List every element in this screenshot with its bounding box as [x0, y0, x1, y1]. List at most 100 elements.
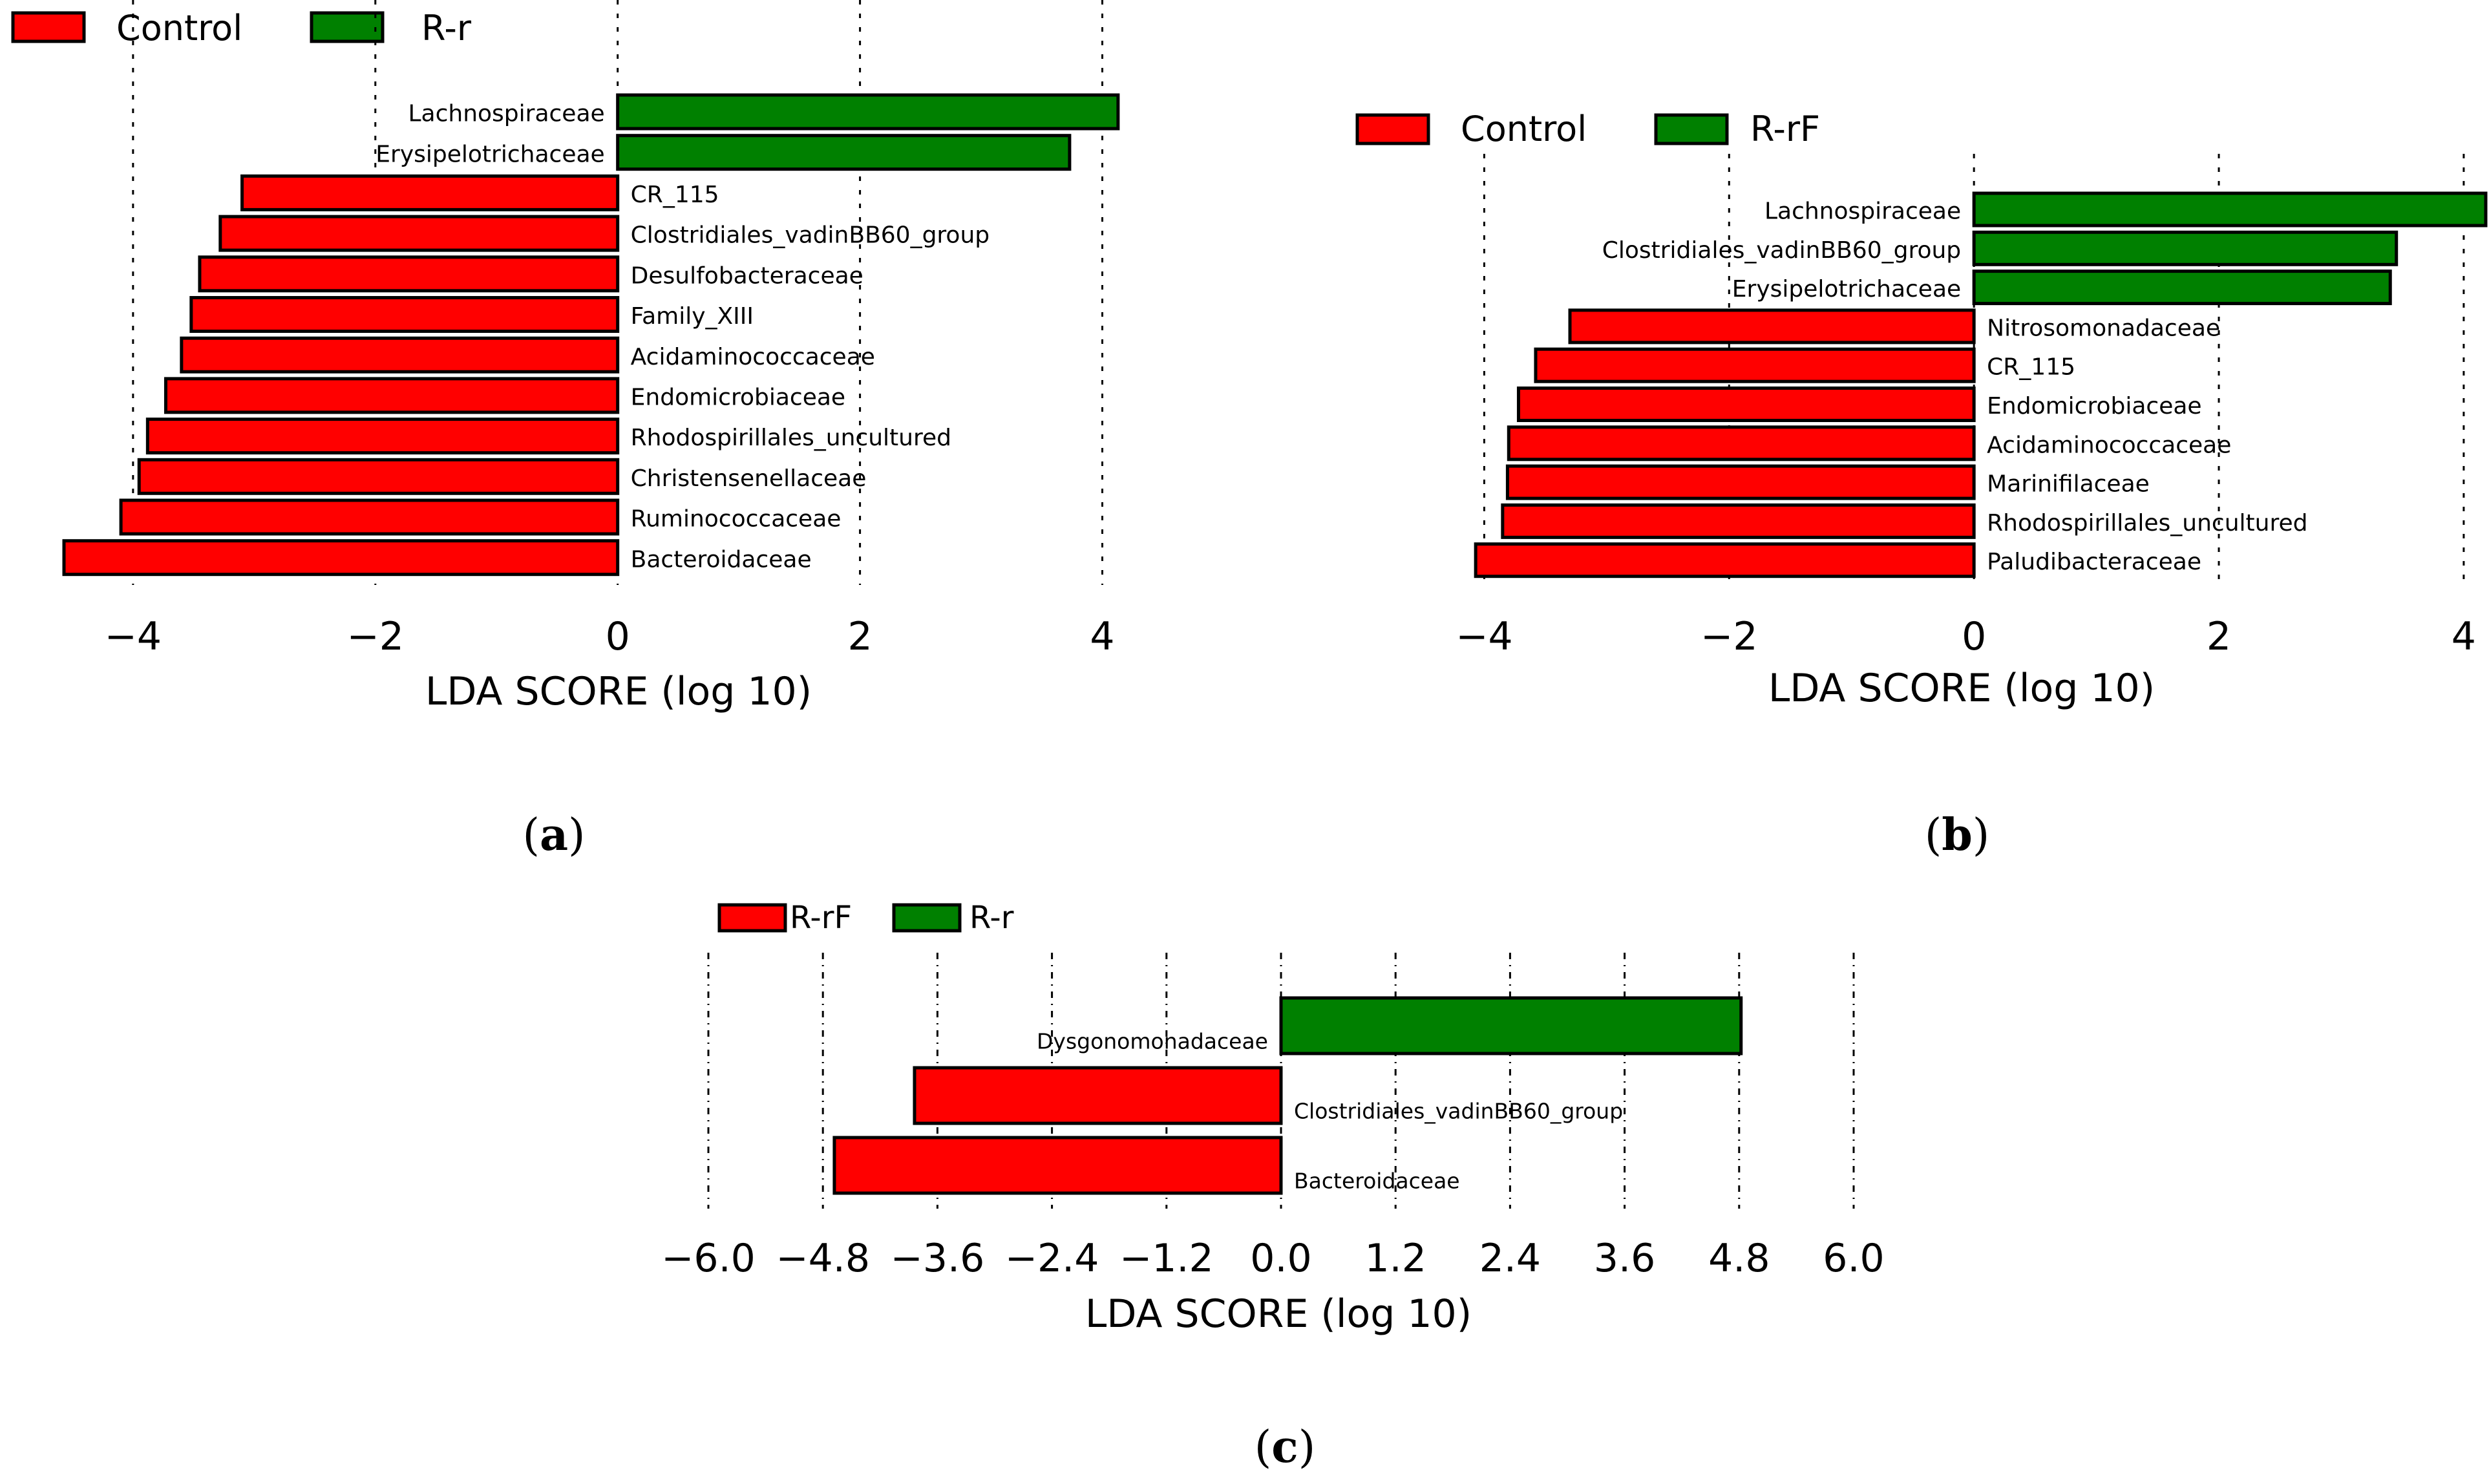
panel-c-x-axis-label: LDA SCORE (log 10) [1085, 1291, 1472, 1337]
panel-b-legend-rrf-label: R-rF [1750, 109, 1820, 149]
panel-b-x-tick-label: 2 [2207, 614, 2231, 659]
panel-a-x-tick-label: −2 [347, 614, 404, 659]
panel-b-category-labels: Lachnospiraceae Clostridiales_vadinBB60_g… [1602, 198, 2308, 576]
panel-c-x-tick-label: −6.0 [661, 1236, 756, 1281]
panel-a-category-label: Lachnospiraceae [408, 101, 604, 127]
panel-b-legend-control-swatch [1355, 113, 1430, 145]
panel-a-bar-lachnospiraceae [616, 93, 1120, 131]
panel-c-chart: R-rF R-r Dysgonomonadaceae Clostridiales_… [661, 900, 1885, 1473]
panel-a-legend-control-swatch [11, 11, 86, 43]
panel-b-category-label: Paludibacteraceae [1987, 549, 2201, 575]
panel-c-category-label: Bacteroidaceae [1294, 1169, 1460, 1194]
panel-c-x-tick-label: 2.4 [1479, 1236, 1541, 1281]
panel-a-bar-christensenellaceae [137, 458, 620, 495]
panel-b-bars [1474, 191, 2488, 578]
panel-a-chart: Control R-r Lachnospiraceae Erysipelotric… [11, 0, 1120, 861]
panel-a-category-label: Family_XIII [631, 303, 754, 330]
panel-b-x-tick-label: 4 [2452, 614, 2476, 659]
panel-a-x-tick-label: 2 [847, 614, 872, 659]
panel-a-category-label: Desulfobacteraceae [631, 262, 863, 289]
panel-c-x-tick-labels: −6.0 −4.8 −3.6 −2.4 −1.2 0.0 1.2 2.4 3.6 4.8 6.0 [661, 1236, 1885, 1281]
panel-b-bar-nitrosomonadaceae [1568, 308, 1976, 344]
panel-c-x-tick-label: 4.8 [1708, 1236, 1770, 1281]
panel-a-category-label: Rhodospirillales_uncultured [631, 425, 951, 451]
panel-b-category-label: Nitrosomonadaceae [1987, 315, 2220, 341]
panel-a-category-label: Endomicrobiaceae [631, 385, 845, 411]
panel-b-bar-acidaminococcaceae [1507, 425, 1976, 461]
panel-b-bar-clostridiales-vadinbb60-group [1972, 230, 2399, 266]
panel-a-bar-erysipelotrichaceae [616, 134, 1072, 171]
panel-c-x-tick-label: 3.6 [1594, 1236, 1655, 1281]
panel-c-bar-bacteroidaceae [832, 1136, 1283, 1195]
panel-a-label-letter: a [540, 809, 568, 861]
panel-b-category-label: Acidaminococcaceae [1987, 432, 2231, 458]
panel-c-category-label: Dysgonomonadaceae [1037, 1029, 1268, 1054]
panel-c-legend-rr-swatch [892, 903, 962, 933]
panel-a-category-label: Christensenellaceae [631, 465, 867, 492]
panel-a-bar-acidaminococcaceae [180, 336, 620, 374]
panel-c-legend-rrf-swatch [717, 903, 787, 933]
panel-c-x-tick-label: 6.0 [1823, 1236, 1884, 1281]
panel-b-category-label: Rhodospirillales_uncultured [1987, 510, 2307, 536]
panel-c-bar-dysgonomonadaceae [1279, 996, 1743, 1055]
panel-a-category-label: CR_115 [631, 182, 719, 208]
panel-b-category-label: CR_115 [1987, 354, 2075, 381]
panel-c-x-tick-label: −2.4 [1005, 1236, 1099, 1281]
panel-a-bar-cr-115 [240, 174, 620, 211]
panel-b-bar-endomicrobiaceae [1516, 387, 1976, 422]
panel-a-label: (a) [522, 809, 585, 861]
panel-b-bar-paludibacteraceae [1474, 542, 1976, 578]
panel-c-legend: R-rF R-r [717, 900, 1014, 936]
panel-c-x-tick-label: 0.0 [1250, 1236, 1311, 1281]
panel-a-bar-rhodospirillales-uncultured [145, 418, 620, 455]
panel-c-x-tick-label: −1.2 [1119, 1236, 1214, 1281]
panel-a-bar-bacteroidaceae [62, 539, 620, 577]
panel-a-x-axis-label: LDA SCORE (log 10) [425, 669, 812, 714]
panel-a-x-tick-labels: −4 −2 0 2 4 [105, 614, 1115, 659]
panel-a-legend-rr-swatch [310, 11, 385, 43]
panel-c-label-letter: c [1271, 1421, 1298, 1473]
panel-c-bars [832, 996, 1743, 1195]
panel-b-category-label: Endomicrobiaceae [1987, 393, 2201, 419]
panel-a-category-label: Erysipelotrichaceae [376, 141, 604, 167]
panel-c-x-tick-label: 1.2 [1364, 1236, 1426, 1281]
panel-b-bar-rhodospirillales-uncultured [1501, 503, 1976, 539]
panel-a-category-label: Clostridiales_vadinBB60_group [631, 222, 990, 249]
panel-c-category-labels: Dysgonomonadaceae Clostridiales_vadinBB60… [1037, 1029, 1623, 1194]
panel-b-x-tick-labels: −4 −2 0 2 4 [1456, 614, 2476, 659]
panel-c-legend-rr-label: R-r [969, 900, 1014, 936]
panel-c-label: (c) [1255, 1421, 1315, 1473]
panel-a-bar-family-xiii [189, 296, 620, 333]
panel-b-legend-control-label: Control [1461, 109, 1587, 149]
panel-a-bar-desulfobacteraceae [198, 255, 620, 293]
panel-b-x-tick-label: −2 [1700, 614, 1757, 659]
panel-b-x-tick-label: −4 [1456, 614, 1512, 659]
panel-b-label: (b) [1925, 809, 1990, 861]
panel-b-legend-rrf-swatch [1654, 113, 1729, 145]
panel-b-label-letter: b [1942, 809, 1973, 861]
panel-c-bar-clostridiales-vadinbb60-group [913, 1066, 1283, 1125]
panel-b-legend: Control R-rF [1355, 109, 1820, 149]
panel-b-category-label: Lachnospiraceae [1764, 198, 1961, 225]
panel-b-bar-erysipelotrichaceae [1972, 270, 2392, 306]
panel-a-legend-rr-label: R-r [421, 8, 472, 48]
panel-a-category-label: Ruminococcaceae [631, 506, 842, 533]
panel-a-bar-ruminococcaceae [119, 498, 620, 536]
panel-a-gridlines [132, 0, 1104, 585]
panel-a-bar-clostridiales-vadinbb60-group [218, 215, 620, 252]
panel-a-category-labels: Lachnospiraceae Erysipelotrichaceae CR_115… [376, 101, 990, 573]
panel-c-x-tick-label: −3.6 [891, 1236, 985, 1281]
panel-a-legend: Control R-r [11, 8, 472, 48]
panel-b-category-label: Marinifilaceae [1987, 471, 2150, 498]
panel-a-x-tick-label: 4 [1090, 614, 1114, 659]
panel-a-bar-endomicrobiaceae [164, 377, 620, 414]
panel-a-legend-control-label: Control [116, 8, 242, 48]
panel-b-chart: Control R-rF Lachnospiraceae Clostridiale… [1355, 109, 2488, 861]
panel-a-x-tick-label: −4 [105, 614, 162, 659]
panel-a-bars [62, 93, 1120, 577]
panel-b-category-label: Clostridiales_vadinBB60_group [1602, 237, 1961, 264]
panel-a-category-label: Bacteroidaceae [631, 546, 812, 573]
panel-b-bar-cr-115 [1534, 347, 1976, 383]
